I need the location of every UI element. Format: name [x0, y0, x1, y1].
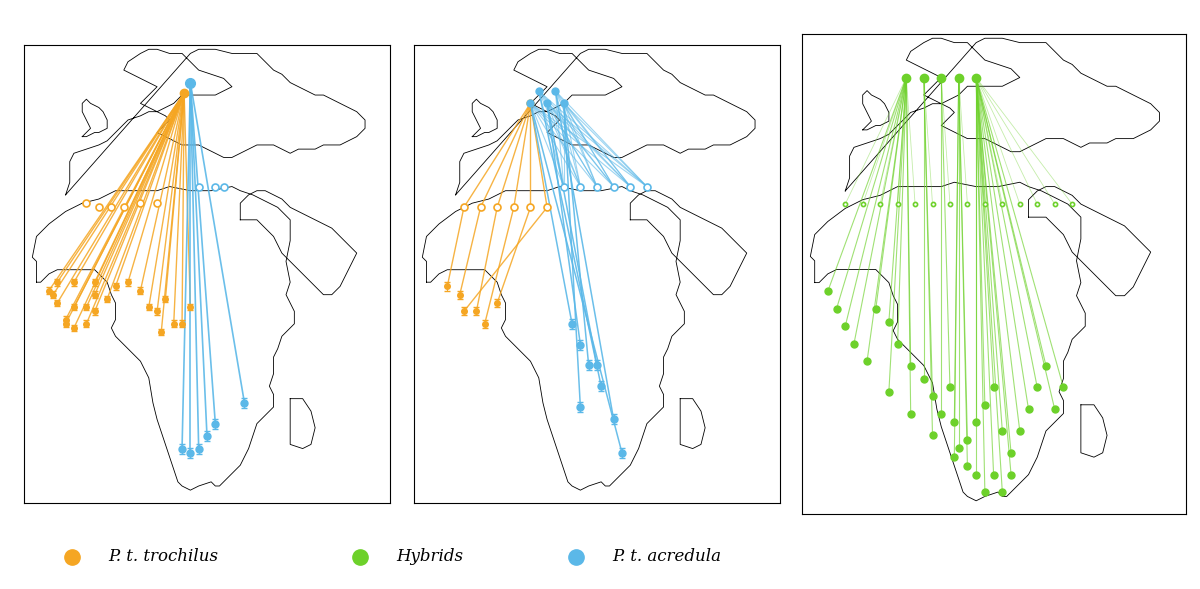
- Text: Hybrids: Hybrids: [396, 548, 463, 565]
- Polygon shape: [810, 182, 1085, 501]
- Polygon shape: [66, 49, 365, 195]
- Polygon shape: [240, 191, 356, 294]
- Polygon shape: [630, 191, 746, 294]
- Polygon shape: [422, 187, 684, 490]
- Polygon shape: [1028, 187, 1151, 296]
- Polygon shape: [456, 49, 755, 195]
- Polygon shape: [845, 38, 1159, 191]
- Text: P. t. acredula: P. t. acredula: [612, 548, 721, 565]
- Polygon shape: [863, 91, 889, 130]
- Polygon shape: [473, 99, 497, 137]
- Polygon shape: [290, 399, 316, 449]
- Polygon shape: [1081, 405, 1108, 457]
- Text: P. t. trochilus: P. t. trochilus: [108, 548, 218, 565]
- Polygon shape: [680, 399, 706, 449]
- Polygon shape: [83, 99, 107, 137]
- Polygon shape: [32, 187, 294, 490]
